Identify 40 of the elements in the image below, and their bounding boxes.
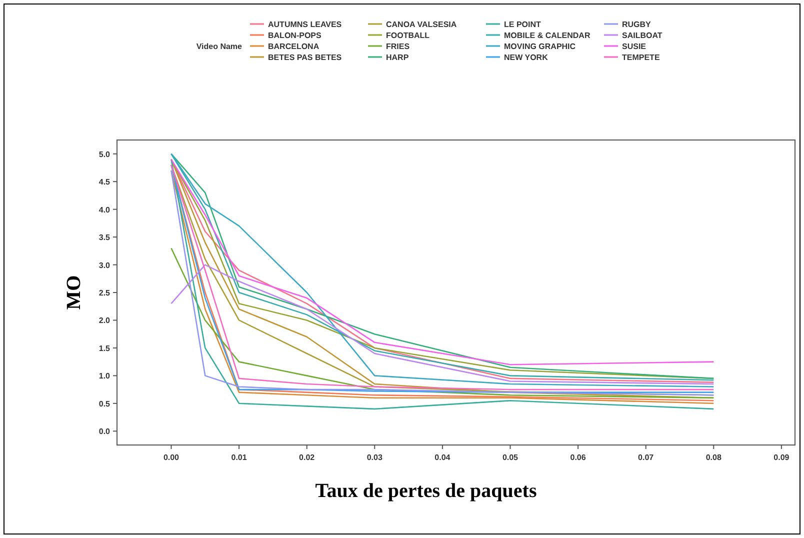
y-tick-label: 3.0 bbox=[98, 260, 111, 270]
legend-label: HARP bbox=[386, 53, 410, 62]
legend-label: NEW YORK bbox=[504, 53, 548, 62]
y-tick-label: 0.0 bbox=[98, 427, 111, 436]
legend-label: TEMPETE bbox=[622, 53, 660, 62]
legend-label: MOBILE & CALENDAR bbox=[504, 31, 590, 40]
y-tick-label: 1.0 bbox=[98, 372, 111, 381]
x-tick-label: 0.00 bbox=[163, 453, 180, 462]
x-tick-label: 0.09 bbox=[774, 453, 790, 462]
legend-label: SAILBOAT bbox=[622, 31, 662, 40]
x-tick-label: 0.04 bbox=[434, 453, 451, 462]
y-tick-label: 2.0 bbox=[98, 316, 111, 326]
legend-title: Video Name bbox=[196, 42, 243, 51]
legend-label: SUSIE bbox=[622, 42, 647, 51]
legend-label: LE POINT bbox=[504, 20, 542, 29]
x-axis-title: Taux de pertes de paquets bbox=[315, 480, 537, 502]
x-tick-label: 0.08 bbox=[706, 453, 722, 462]
legend-label: BETES PAS BETES bbox=[268, 53, 342, 62]
x-tick-label: 0.07 bbox=[638, 453, 654, 462]
y-tick-label: 0.5 bbox=[98, 399, 111, 408]
legend-label: BALON-POPS bbox=[268, 31, 322, 40]
x-tick-label: 0.03 bbox=[366, 453, 383, 462]
y-axis-title: MO bbox=[63, 275, 85, 310]
x-tick-label: 0.05 bbox=[502, 453, 519, 462]
legend-label: BARCELONA bbox=[268, 42, 320, 51]
legend-label: RUGBY bbox=[622, 20, 652, 29]
y-tick-label: 2.5 bbox=[98, 288, 111, 298]
x-tick-label: 0.02 bbox=[299, 453, 316, 462]
x-tick-label: 0.06 bbox=[570, 453, 586, 462]
y-tick-label: 5.0 bbox=[98, 150, 111, 159]
legend-label: FRIES bbox=[386, 42, 410, 51]
y-tick-label: 3.5 bbox=[98, 233, 111, 242]
legend-label: CANOA VALSESIA bbox=[386, 20, 457, 29]
legend-label: MOVING GRAPHIC bbox=[504, 42, 576, 51]
legend-label: FOOTBALL bbox=[386, 31, 430, 40]
y-tick-label: 1.5 bbox=[98, 344, 111, 353]
x-tick-label: 0.01 bbox=[231, 453, 248, 462]
y-tick-label: 4.0 bbox=[98, 205, 111, 214]
y-tick-label: 4.5 bbox=[98, 178, 111, 187]
legend-label: AUTUMNS LEAVES bbox=[268, 20, 342, 29]
